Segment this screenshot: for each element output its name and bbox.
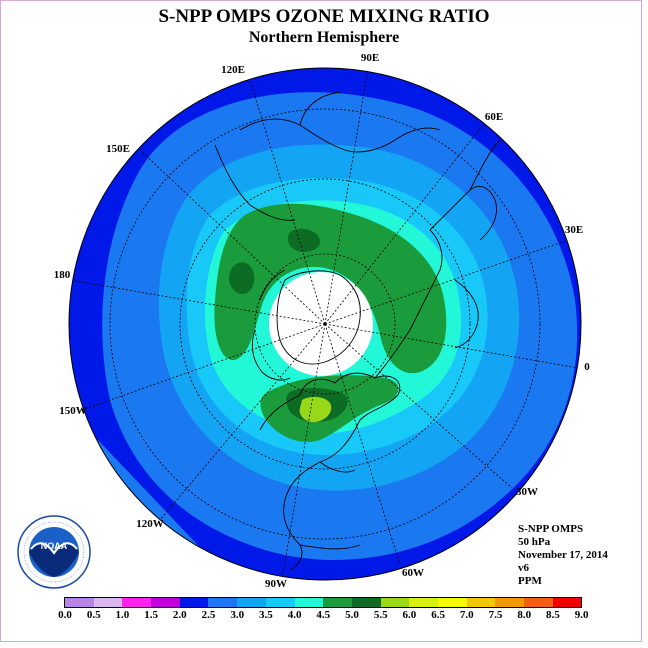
map-boundary [68,67,582,581]
colorbar-tick-label: 0.0 [58,609,72,621]
colorbar-tick-label: 4.0 [287,609,302,621]
colorbar-tick-label: 6.0 [402,609,417,621]
colorbar-cell [437,598,467,607]
colorbar-cell [265,598,295,607]
noaa-logo: NOAA [17,515,91,589]
colorbar-tick-label: 8.0 [517,609,532,621]
ozone-field [69,68,581,580]
colorbar-tick-label: 1.0 [115,609,130,621]
lon-label-90e: 90E [361,52,379,64]
info-version: v6 [518,562,529,574]
lon-label-150w: 150W [59,405,87,417]
colorbar-tick-label: 5.0 [345,609,359,621]
colorbar-cell [323,598,352,607]
colorbar-tick-label: 7.5 [488,609,503,621]
colorbar-tick-label: 7.0 [459,609,474,621]
colorbar [64,597,583,608]
info-units: PPM [518,575,542,587]
colorbar-tick-label: 6.5 [431,609,445,621]
ozone-band-5-0 [228,228,348,423]
colorbar-cell [179,598,209,607]
colorbar-tick-label: 3.0 [230,609,245,621]
lon-label-60e: 60E [485,111,503,123]
lon-label-90w: 90W [265,578,287,590]
lon-label-150e: 150E [106,143,130,155]
colorbar-tick-label: 5.5 [373,609,388,621]
ozone-band-4-5 [214,203,447,442]
colorbar-tick-label: 1.5 [144,609,158,621]
colorbar-cell [65,598,94,607]
info-date: November 17, 2014 [518,549,608,561]
colorbar-tick-label: 2.5 [201,609,216,621]
colorbar-cell [351,598,381,607]
colorbar-tick-label: 4.5 [316,609,331,621]
lon-label-30w: 30W [516,486,538,498]
colorbar-tick-labels: 0.0 0.5 1.0 1.5 2.0 2.5 3.0 3.5 4.0 4.5 5.0 5.5 6.0 6… [0,609,648,623]
colorbar-cell [552,598,582,607]
lon-label-120e: 120E [221,64,245,76]
colorbar-tick-label: 0.5 [86,609,101,621]
colorbar-cell [409,598,438,607]
info-pressure-level: 50 hPa [518,536,551,548]
colorbar-tick-label: 3.5 [259,609,273,621]
lon-label-120w: 120W [136,518,164,530]
colorbar-tick-label: 8.5 [546,609,560,621]
coastlines [214,91,501,571]
map-title: S-NPP OMPS OZONE MIXING RATIO [158,6,490,27]
noaa-logo-text: NOAA [41,541,68,551]
colorbar-cell [466,598,496,607]
lon-label-60w: 60W [402,567,424,579]
info-instrument: S-NPP OMPS [518,523,584,535]
lon-label-30e: 30E [565,224,583,236]
colorbar-cell [151,598,180,607]
colorbar-cell [122,598,152,607]
product-info: S-NPP OMPS 50 hPa November 17, 2014 v6 P… [518,523,608,588]
polar-night-no-data [269,272,373,376]
lon-label-0: 0 [584,361,590,373]
colorbar-cell [208,598,238,607]
colorbar-tick-label: 9.0 [574,609,589,621]
colorbar-cell [237,598,266,607]
colorbar-cell [380,598,410,607]
ozone-band-5-5 [299,396,332,423]
colorbar-cell [294,598,324,607]
map-subtitle: Northern Hemisphere [248,29,400,46]
colorbar-cell [524,598,553,607]
colorbar-cell [495,598,524,607]
graticule [69,68,579,580]
longitude-labels: 90E 60E 30E 0 30W 60W 90W 120W 150W 180 … [54,52,591,590]
colorbar-cell [93,598,123,607]
lon-label-180: 180 [54,269,71,281]
colorbar-tick-label: 2.0 [172,609,187,621]
